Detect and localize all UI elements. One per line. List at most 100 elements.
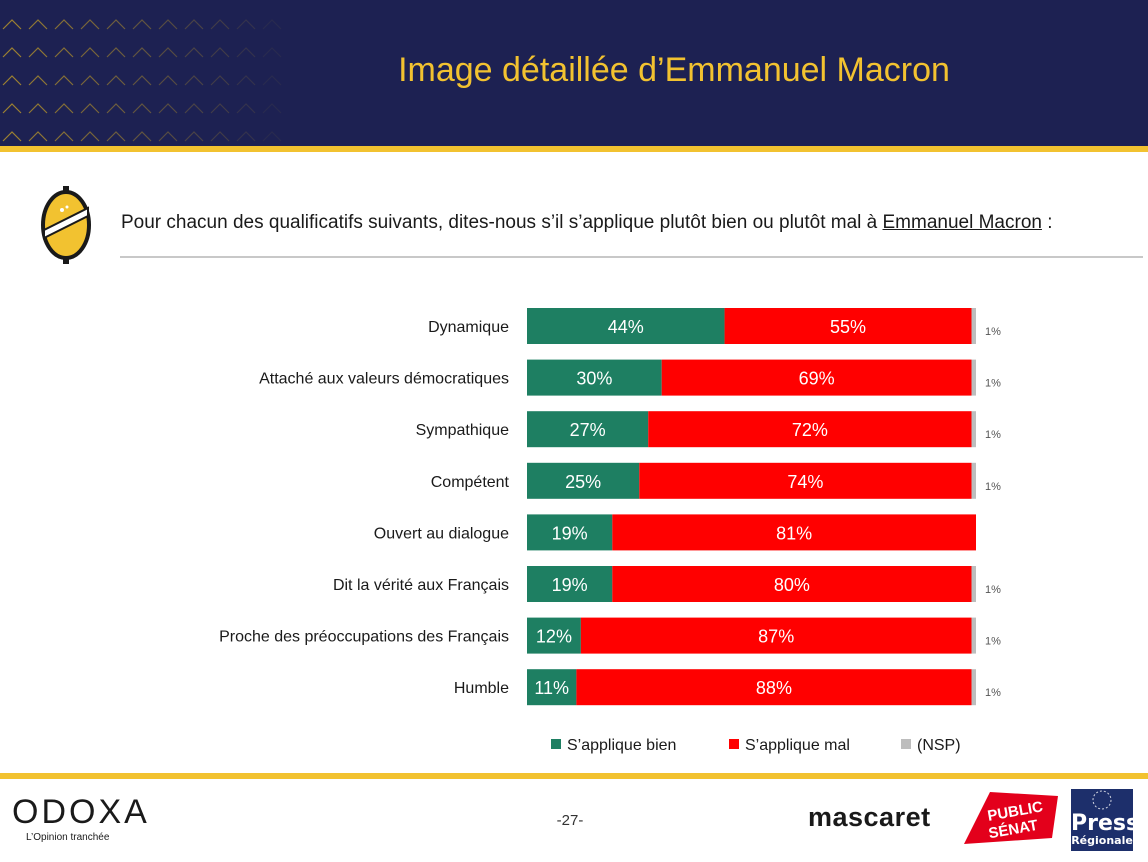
chevron-mark-39 <box>184 131 204 142</box>
bar-segment-mal <box>661 359 972 396</box>
category-label: Dynamique <box>428 319 509 336</box>
bar-segment-mal <box>580 617 972 654</box>
chevron-mark-41 <box>210 47 230 58</box>
bar-segment-bien <box>527 308 725 344</box>
data-label-nsp: 1% <box>985 636 1001 648</box>
chevron-mark-0 <box>2 19 22 30</box>
data-label-bien: 12% <box>536 627 572 647</box>
chevron-mark-40 <box>210 19 230 30</box>
bar-segment-nsp <box>971 359 976 396</box>
chevron-mark-22 <box>106 75 126 86</box>
category-label: Sympathique <box>416 422 509 439</box>
chevron-mark-28 <box>132 103 152 114</box>
chevron-mark-51 <box>262 47 282 58</box>
data-label-mal: 81% <box>776 523 812 543</box>
chevron-mark-5 <box>28 19 48 30</box>
category-label: Compétent <box>431 474 510 491</box>
data-label-bien: 11% <box>534 678 569 698</box>
header-gold-stripe <box>0 146 1148 152</box>
chevron-mark-36 <box>184 47 204 58</box>
bar-segment-mal <box>639 462 972 499</box>
chevron-mark-2 <box>2 75 22 86</box>
presse-line2: Régionale <box>1071 834 1133 847</box>
chevron-mark-1 <box>2 47 22 58</box>
data-label-bien: 27% <box>570 420 606 440</box>
chevron-mark-21 <box>106 47 126 58</box>
question-subject: Emmanuel Macron <box>882 212 1042 233</box>
odoxa-tagline: L’Opinion tranchée <box>26 832 110 843</box>
presse-regionale-logo: Presse Régionale <box>1071 789 1133 851</box>
chevron-mark-32 <box>158 75 178 86</box>
data-label-nsp: 1% <box>985 378 1001 390</box>
chevron-mark-33 <box>158 103 178 114</box>
bar-segment-bien <box>527 617 581 654</box>
data-label-nsp: 1% <box>985 481 1001 493</box>
data-label-nsp: 1% <box>985 687 1001 699</box>
chevron-mark-53 <box>262 103 282 114</box>
chevron-mark-48 <box>236 103 256 114</box>
data-label-nsp: 1% <box>985 429 1001 441</box>
bar-segment-bien <box>527 462 640 499</box>
chevron-mark-52 <box>262 75 282 86</box>
bar-segment-bien <box>527 514 613 551</box>
bar-segment-mal <box>612 514 976 551</box>
data-label-nsp: 1% <box>985 326 1001 338</box>
footer-gold-stripe <box>0 773 1148 779</box>
data-label-bien: 19% <box>552 575 588 595</box>
chevron-mark-14 <box>54 131 74 142</box>
mascaret-logo: mascaret <box>808 802 931 832</box>
bar-segment-mal <box>576 669 972 706</box>
odoxa-o-logo-icon <box>41 186 91 264</box>
stars-icon <box>1092 790 1112 810</box>
chevron-mark-34 <box>158 131 178 142</box>
data-label-bien: 19% <box>552 523 588 543</box>
question-divider <box>120 256 1143 258</box>
bar-segment-mal <box>648 411 972 448</box>
chevron-mark-45 <box>236 19 256 30</box>
page-number: -27- <box>556 812 584 829</box>
public-senat-logo: PUBLIC SÉNAT <box>964 792 1058 844</box>
odoxa-brand: ODOXA <box>12 793 150 831</box>
bar-segment-mal <box>612 566 972 602</box>
data-label-mal: 74% <box>787 472 823 492</box>
bar-segment-nsp <box>971 308 976 344</box>
chevron-mark-11 <box>54 47 74 58</box>
category-label: Dit la vérité aux Français <box>333 577 509 594</box>
chevron-mark-8 <box>28 103 48 114</box>
category-label: Ouvert au dialogue <box>374 525 509 542</box>
chevron-mark-19 <box>80 131 100 142</box>
bar-segment-bien <box>527 359 662 396</box>
data-label-bien: 30% <box>576 369 612 389</box>
chevron-mark-37 <box>184 75 204 86</box>
chevron-mark-47 <box>236 75 256 86</box>
bar-segment-nsp <box>971 566 976 602</box>
chevron-mark-46 <box>236 47 256 58</box>
chevron-mark-35 <box>184 19 204 30</box>
chevron-mark-17 <box>80 75 100 86</box>
chevron-mark-15 <box>80 19 100 30</box>
data-label-mal: 87% <box>758 627 794 647</box>
chevron-mark-49 <box>236 131 256 142</box>
chevron-mark-3 <box>2 103 22 114</box>
chevron-mark-27 <box>132 75 152 86</box>
presse-line1: Presse <box>1071 811 1133 836</box>
category-label: Humble <box>454 680 509 697</box>
bar-segment-nsp <box>971 669 976 706</box>
chevron-mark-20 <box>106 19 126 30</box>
chevron-mark-43 <box>210 103 230 114</box>
chevron-mark-44 <box>210 131 230 142</box>
question-text: Pour chacun des qualificatifs suivants, … <box>121 212 883 233</box>
chevron-mark-24 <box>106 131 126 142</box>
category-label: Attaché aux valeurs démocratiques <box>259 371 509 388</box>
data-label-mal: 88% <box>756 678 792 698</box>
data-label-bien: 44% <box>608 317 644 337</box>
chevron-mark-50 <box>262 19 282 30</box>
chevron-mark-25 <box>132 19 152 30</box>
chevron-mark-54 <box>262 131 282 142</box>
data-label-mal: 69% <box>799 369 835 389</box>
header-banner: Image détaillée d’Emmanuel Macron <box>0 0 1148 146</box>
chevron-mark-13 <box>54 103 74 114</box>
chevron-mark-42 <box>210 75 230 86</box>
data-label-nsp: 1% <box>985 584 1001 596</box>
